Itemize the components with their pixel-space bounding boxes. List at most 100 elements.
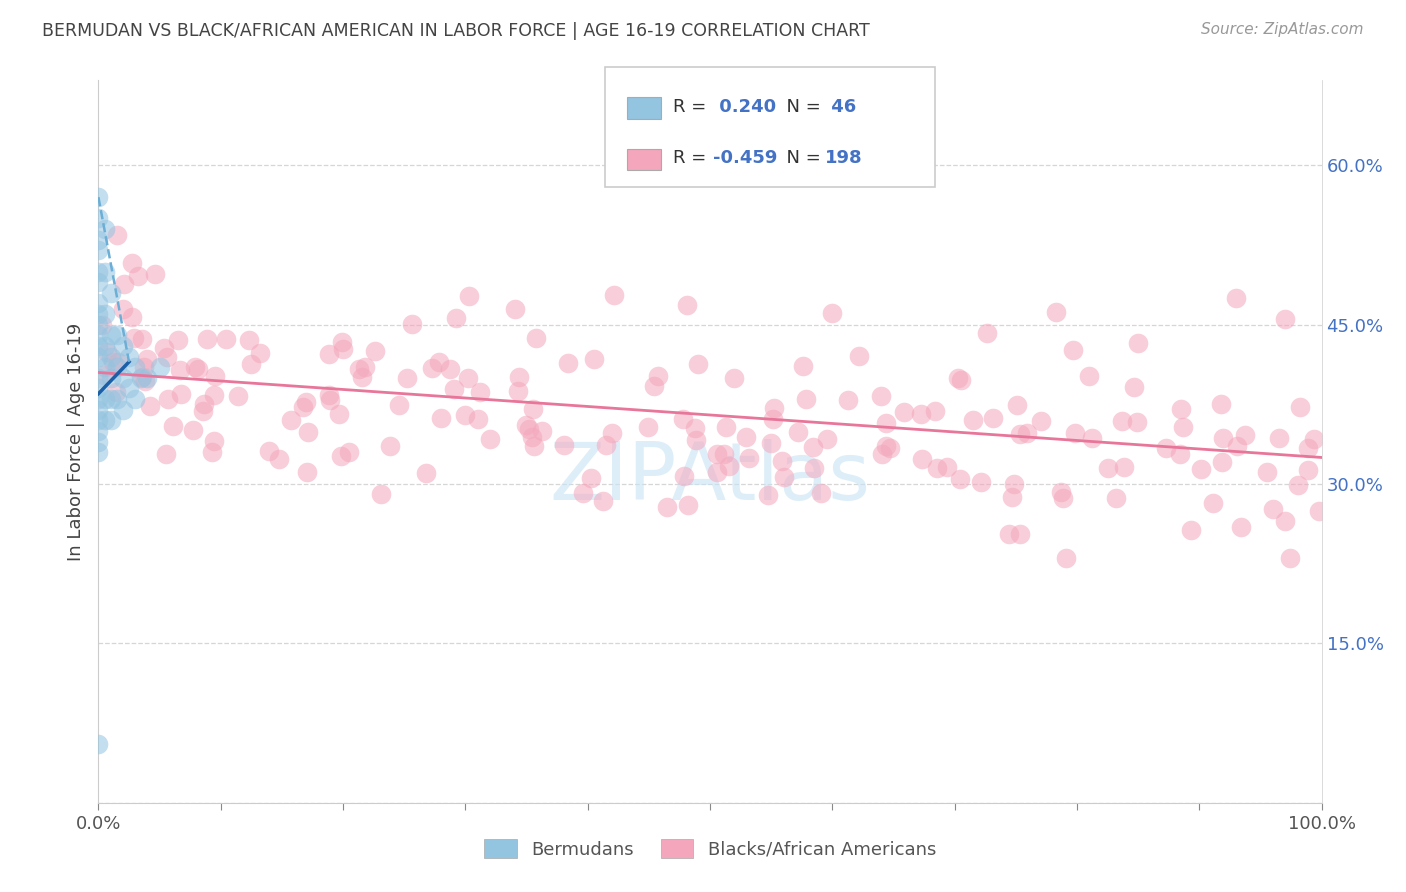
Point [350, 370, 373, 384]
Point [1097, 461, 1119, 475]
Point [1045, 304, 1067, 318]
Text: R =: R = [673, 149, 713, 168]
Text: 198: 198 [825, 149, 863, 168]
Point [1268, 431, 1291, 445]
Point [1274, 312, 1296, 326]
Point [810, 485, 832, 500]
Point [458, 289, 481, 303]
Point [1154, 442, 1177, 456]
Point [228, 388, 250, 402]
Text: R =: R = [673, 98, 713, 116]
Point [1005, 398, 1028, 412]
Point [93, 368, 115, 382]
Point [1015, 426, 1038, 441]
Point [1081, 431, 1104, 445]
Point [1173, 420, 1195, 434]
Point [1256, 466, 1278, 480]
Point [478, 432, 501, 446]
Point [87, 402, 110, 417]
Point [87, 264, 110, 278]
Point [714, 420, 737, 434]
Point [1168, 447, 1191, 461]
Point [1212, 431, 1234, 445]
Point [1126, 335, 1149, 350]
Point [121, 256, 143, 270]
Point [87, 318, 110, 332]
Point [962, 413, 984, 427]
Point [1054, 551, 1077, 566]
Point [815, 432, 838, 446]
Point [553, 438, 575, 452]
Point [1225, 291, 1247, 305]
Point [294, 394, 316, 409]
Point [87, 350, 110, 364]
Point [637, 420, 659, 434]
Point [100, 350, 122, 364]
Point [1008, 527, 1031, 541]
Point [803, 440, 825, 454]
Point [238, 334, 260, 348]
Point [156, 392, 179, 407]
Point [1279, 551, 1302, 566]
Point [848, 349, 870, 363]
Point [87, 211, 110, 226]
Point [169, 363, 191, 377]
Point [415, 466, 437, 480]
Point [1189, 462, 1212, 476]
Point [129, 371, 152, 385]
Point [1202, 496, 1225, 510]
Point [155, 447, 177, 461]
Point [100, 371, 122, 385]
Point [773, 470, 796, 484]
Point [156, 350, 179, 364]
Point [332, 342, 354, 356]
Point [318, 387, 340, 401]
Point [96, 345, 118, 359]
Point [167, 333, 190, 347]
Point [643, 378, 665, 392]
Point [401, 317, 423, 331]
Point [837, 392, 859, 407]
Point [280, 413, 302, 427]
Point [162, 419, 184, 434]
Point [1230, 520, 1253, 534]
Point [794, 392, 817, 406]
Point [454, 408, 477, 422]
Point [101, 355, 124, 369]
Point [118, 381, 141, 395]
Point [595, 437, 617, 451]
Point [686, 357, 709, 371]
Point [925, 461, 948, 475]
Point [295, 465, 318, 479]
Point [107, 355, 129, 369]
Point [104, 385, 127, 400]
Point [821, 305, 844, 319]
Point [87, 244, 110, 258]
Point [87, 233, 110, 247]
Point [468, 384, 491, 399]
Point [121, 310, 143, 325]
Point [762, 412, 785, 426]
Point [93, 222, 115, 236]
Point [443, 382, 465, 396]
Point [1002, 476, 1025, 491]
Point [131, 332, 153, 346]
Point [583, 351, 606, 366]
Point [105, 392, 128, 406]
Point [522, 401, 544, 416]
Point [193, 397, 215, 411]
Point [870, 447, 893, 461]
Point [1296, 441, 1319, 455]
Point [87, 392, 110, 406]
Point [100, 392, 122, 406]
Point [87, 275, 110, 289]
Point [87, 296, 110, 310]
Point [976, 326, 998, 341]
Point [713, 447, 735, 461]
Point [948, 371, 970, 385]
Point [87, 413, 110, 427]
Point [508, 370, 530, 384]
Point [875, 416, 897, 430]
Point [93, 339, 115, 353]
Text: Source: ZipAtlas.com: Source: ZipAtlas.com [1201, 22, 1364, 37]
